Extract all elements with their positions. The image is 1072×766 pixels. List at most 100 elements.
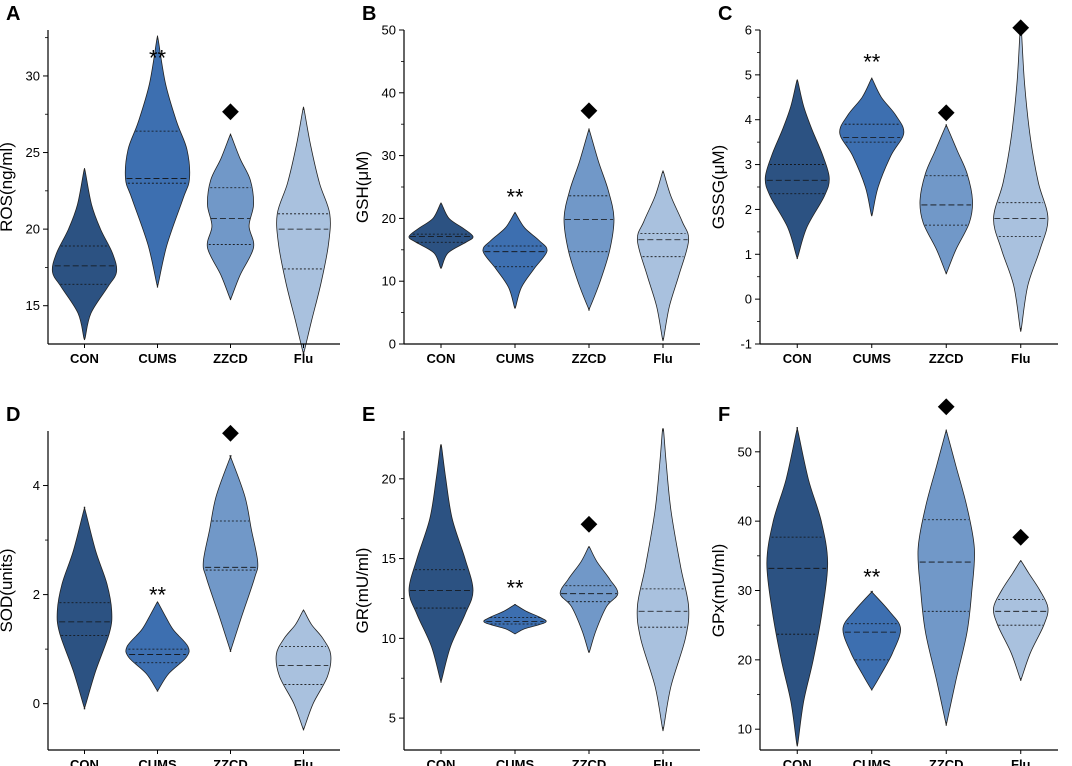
- diamond-marker: ◆: [938, 393, 955, 418]
- violin-group: [408, 202, 474, 269]
- y-axis-title: ROS(ng/ml): [0, 142, 16, 232]
- significance-marker: **: [149, 583, 167, 608]
- x-tick-label: CON: [70, 351, 99, 366]
- y-tick-label: 0: [745, 292, 752, 307]
- violin-shape: [408, 202, 474, 269]
- y-tick-label: 30: [26, 68, 40, 83]
- diamond-marker: ◆: [1012, 14, 1029, 39]
- violin-shape: [764, 79, 830, 260]
- violin-group: [124, 35, 191, 288]
- violin-shape: [275, 609, 332, 731]
- x-tick-label: CUMS: [853, 351, 892, 366]
- violin-shape: [766, 427, 829, 747]
- violin-shape: [206, 133, 255, 301]
- x-tick-label: CUMS: [138, 351, 177, 366]
- y-tick-label: 40: [738, 514, 752, 529]
- violin-shape: [636, 428, 690, 732]
- violin-shape: [124, 35, 191, 288]
- diamond-marker: ◆: [938, 99, 955, 124]
- violin-group: [993, 560, 1049, 681]
- violin-shape: [636, 170, 690, 342]
- x-tick-label: Flu: [653, 351, 673, 366]
- violin-shape: [839, 77, 905, 217]
- x-tick-label: Flu: [653, 757, 673, 766]
- violin-group: [51, 168, 118, 341]
- chart-panel-A: A ** ◆ 15 20 25 30 CON CUMS ZZCD Flu ROS(ng/ml): [0, 3, 340, 366]
- y-tick-label: 5: [389, 711, 396, 726]
- diamond-marker: ◆: [1012, 523, 1029, 548]
- violin-group: [56, 506, 113, 710]
- violin-shape: [125, 601, 190, 692]
- violin-shape: [917, 429, 975, 726]
- panel-label: B: [362, 3, 376, 25]
- y-tick-label: 6: [745, 23, 752, 38]
- diamond-marker: ◆: [222, 419, 239, 444]
- violin-shape: [51, 168, 118, 341]
- y-tick-label: 20: [738, 652, 752, 667]
- violin-shape: [993, 560, 1049, 681]
- violin-group: [125, 601, 190, 692]
- diamond-marker: ◆: [222, 98, 239, 123]
- y-tick-label: 5: [745, 67, 752, 82]
- panel-label: E: [362, 404, 375, 426]
- x-tick-label: CUMS: [138, 757, 177, 766]
- violin-shape: [482, 211, 548, 309]
- x-tick-label: ZZCD: [213, 757, 248, 766]
- significance-marker: **: [863, 565, 881, 590]
- chart-panel-C: C ** ◆ ◆ -1 0 1 2 3 4 5 6 CON CUMS ZZCD Flu GSSG(μM): [709, 3, 1058, 366]
- y-tick-label: 30: [382, 148, 396, 163]
- y-tick-label: 50: [738, 444, 752, 459]
- x-tick-label: ZZCD: [572, 351, 607, 366]
- x-tick-label: CUMS: [496, 351, 535, 366]
- violin-shape: [842, 590, 901, 691]
- chart-panel-D: D ** ◆ 0 2 4 CON CUMS ZZCD Flu SOD(units): [0, 404, 340, 766]
- panel-label: A: [6, 3, 20, 25]
- y-tick-label: 10: [738, 722, 752, 737]
- violin-group: [206, 133, 255, 301]
- significance-marker: **: [506, 575, 524, 600]
- diamond-marker: ◆: [581, 97, 598, 122]
- violin-group: [559, 545, 619, 654]
- chart-panel-F: F ** ◆ ◆ 10 20 30 40 50 CON CUMS ZZCD Flu GPx(mU/ml): [709, 393, 1058, 766]
- x-tick-label: ZZCD: [929, 351, 964, 366]
- panel-label: D: [6, 404, 20, 426]
- violin-shape: [483, 603, 547, 635]
- violin-shape: [408, 444, 474, 683]
- chart-panel-B: B ** ◆ 0 10 20 30 40 50 CON CUMS ZZCD Flu GSH(μM): [353, 3, 700, 366]
- violin-group: [275, 609, 332, 731]
- panel-label: F: [718, 404, 730, 426]
- diamond-marker: ◆: [581, 510, 598, 535]
- x-tick-label: Flu: [1011, 757, 1031, 766]
- y-tick-label: 20: [26, 222, 40, 237]
- violin-shape: [563, 128, 615, 311]
- violin-group: [842, 590, 901, 691]
- y-axis-title: GSH(μM): [353, 151, 372, 223]
- y-axis-title: GR(mU/ml): [353, 548, 372, 634]
- x-tick-label: CON: [783, 351, 812, 366]
- violin-group: [636, 428, 690, 732]
- y-tick-label: 30: [738, 583, 752, 598]
- y-tick-label: 15: [382, 551, 396, 566]
- x-tick-label: CON: [70, 757, 99, 766]
- y-tick-label: 2: [33, 587, 40, 602]
- y-axis-title: SOD(units): [0, 548, 16, 632]
- y-tick-label: 10: [382, 631, 396, 646]
- violin-group: [839, 77, 905, 217]
- violin-group: [482, 211, 548, 309]
- x-tick-label: Flu: [1011, 351, 1031, 366]
- y-tick-label: 20: [382, 471, 396, 486]
- y-tick-label: 0: [33, 696, 40, 711]
- x-tick-label: CON: [783, 757, 812, 766]
- violin-shape: [919, 124, 973, 275]
- y-tick-label: 3: [745, 157, 752, 172]
- y-tick-label: 25: [26, 145, 40, 160]
- x-tick-label: Flu: [294, 351, 314, 366]
- y-tick-label: 20: [382, 211, 396, 226]
- x-tick-label: CUMS: [853, 757, 892, 766]
- y-tick-label: 4: [745, 112, 752, 127]
- violin-group: [636, 170, 690, 342]
- y-tick-label: 4: [33, 478, 40, 493]
- violin-group: [276, 106, 331, 355]
- x-tick-label: ZZCD: [929, 757, 964, 766]
